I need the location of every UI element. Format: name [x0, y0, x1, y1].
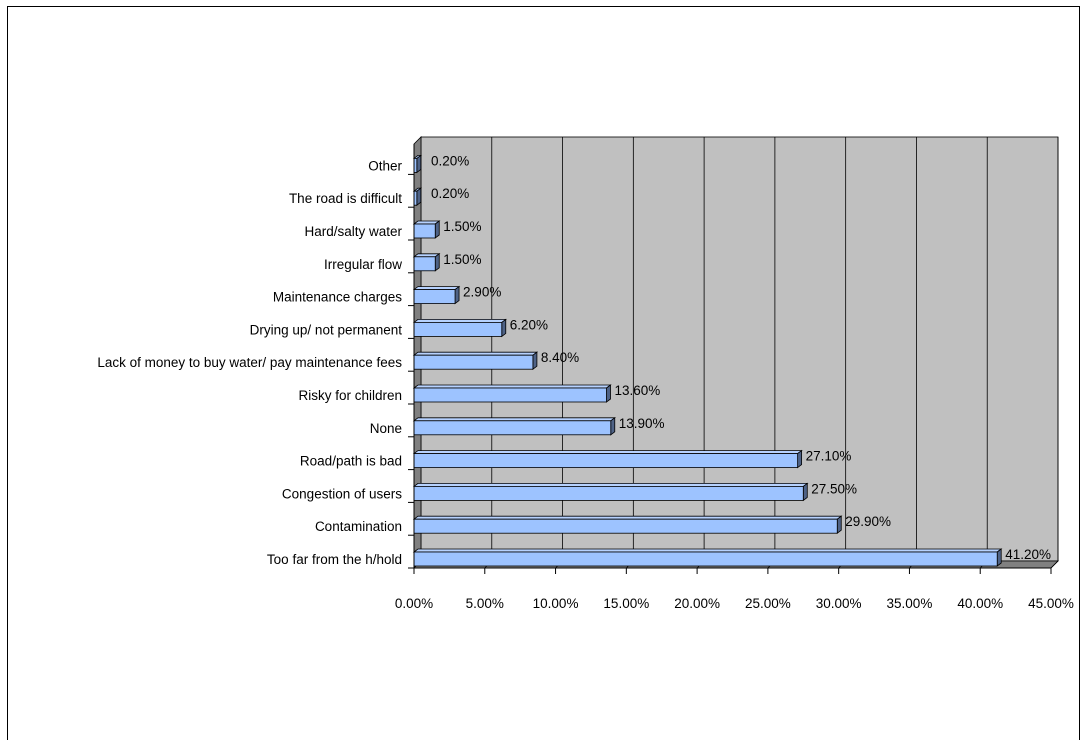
category-label: Contamination — [315, 519, 402, 534]
bar-side-face — [797, 449, 803, 469]
bar-front-face — [413, 223, 436, 239]
category-label: Other — [368, 158, 402, 173]
bar — [412, 515, 843, 535]
bar — [412, 154, 423, 174]
gridline-floor — [1050, 560, 1059, 569]
bar — [412, 449, 803, 469]
data-label: 0.20% — [431, 186, 469, 201]
data-label: 1.50% — [443, 252, 481, 267]
x-tick-label: 15.00% — [603, 596, 649, 611]
bar-top-face — [412, 384, 612, 389]
bar-side-face — [416, 154, 422, 174]
bar-front-face — [413, 420, 612, 436]
bar-front-face — [413, 485, 804, 501]
category-label: None — [370, 421, 402, 436]
data-label: 8.40% — [541, 350, 579, 365]
data-label: 27.50% — [811, 481, 857, 496]
data-label: 27.10% — [806, 449, 852, 464]
x-tick-label: 40.00% — [957, 596, 1003, 611]
data-labels: 41.20% 29.90% 27.50% 27.10% 13.90% 13.60% 8.40… — [431, 153, 1051, 562]
bar-top-face — [412, 318, 507, 323]
bar-side-face — [802, 482, 808, 502]
bar-side-face — [434, 253, 440, 272]
bar-top-face — [412, 351, 539, 356]
bar-side-face — [454, 285, 460, 305]
category-label: Drying up/ not permanent — [250, 322, 403, 337]
bar — [412, 220, 441, 239]
category-label: The road is difficult — [289, 191, 402, 206]
category-label: Too far from the h/hold — [267, 552, 402, 567]
bar-front-face — [413, 354, 534, 370]
x-tick-label: 5.00% — [466, 596, 504, 611]
bar-front-face — [413, 453, 799, 469]
category-label: Congestion of users — [282, 486, 402, 501]
data-label: 29.90% — [845, 514, 891, 529]
x-tick-label: 30.00% — [816, 596, 862, 611]
data-label: 0.20% — [431, 153, 469, 168]
bar-front-face — [413, 551, 998, 567]
bar-side-face — [996, 548, 1002, 567]
bar-side-face — [610, 416, 616, 436]
x-tick-label: 20.00% — [674, 596, 720, 611]
bar-side-face — [501, 318, 507, 338]
x-tick-label: 0.00% — [395, 596, 433, 611]
bar-top-face — [412, 417, 616, 422]
bar-side-face — [416, 187, 422, 206]
bar-side-face — [532, 351, 538, 371]
data-label: 13.90% — [619, 416, 665, 431]
bar-front-face — [413, 387, 607, 403]
category-label: Hard/salty water — [304, 224, 402, 239]
bar-front-face — [413, 289, 456, 305]
data-label: 2.90% — [463, 285, 501, 300]
bar-top-face — [412, 515, 843, 520]
bar — [412, 351, 539, 371]
data-label: 6.20% — [510, 317, 548, 332]
category-label: Maintenance charges — [273, 290, 402, 305]
category-label: Irregular flow — [324, 257, 402, 272]
category-label: Risky for children — [298, 388, 402, 403]
bar-top-face — [412, 450, 803, 455]
bar — [412, 416, 616, 436]
bar — [412, 318, 507, 338]
bar-top-face — [412, 548, 1003, 553]
bar-top-face — [412, 286, 461, 291]
data-label: 41.20% — [1005, 547, 1051, 562]
bar-side-face — [434, 220, 440, 239]
data-label: 1.50% — [443, 219, 481, 234]
bar — [412, 187, 423, 206]
bar-side-face — [836, 515, 842, 535]
x-tick-labels: 0.00% 5.00% 10.00% 15.00% 20.00% 25.00% 30.00%… — [395, 596, 1074, 611]
bar-front-face — [413, 256, 436, 272]
bar — [412, 253, 441, 272]
bar — [412, 384, 612, 403]
category-label: Lack of money to buy water/ pay maintena… — [97, 355, 402, 370]
bar-top-face — [412, 482, 809, 487]
bar-side-face — [606, 384, 611, 403]
bar — [412, 285, 461, 305]
bar-front-face — [413, 321, 503, 337]
data-label: 13.60% — [615, 383, 661, 398]
x-tick-label: 25.00% — [745, 596, 791, 611]
bar — [412, 482, 809, 502]
axes — [408, 144, 1052, 574]
x-tick-label: 45.00% — [1028, 596, 1074, 611]
x-tick-label: 10.00% — [533, 596, 579, 611]
category-labels: Too far from the h/hold Contamination Cong… — [97, 158, 402, 567]
category-label: Road/path is bad — [300, 454, 402, 469]
x-tick-label: 35.00% — [887, 596, 933, 611]
bar — [412, 548, 1003, 567]
bar-front-face — [413, 518, 838, 534]
